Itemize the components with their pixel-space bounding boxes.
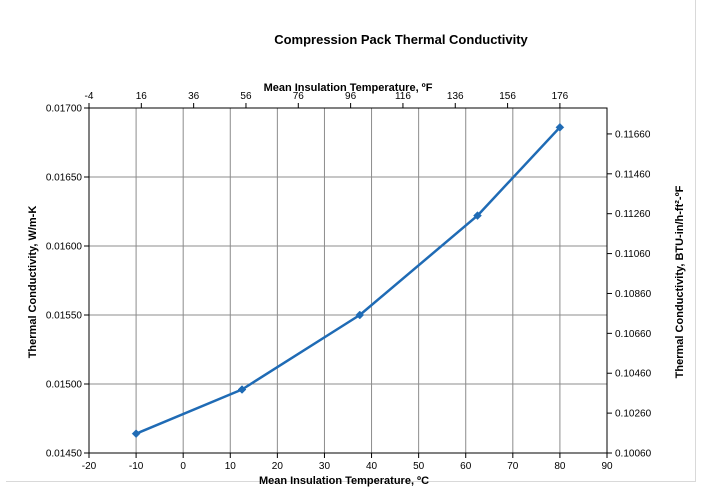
x-tick-label: 70 xyxy=(507,461,519,472)
series-line xyxy=(135,126,561,435)
y2-tick-label: 0.11460 xyxy=(615,169,651,180)
tick-labels: -20 -10 0 10 20 30 40 50 60 70 80 90 0.01450 0.01500 0… xyxy=(46,91,652,472)
chart-frame xyxy=(6,0,696,482)
x-tick-label: -10 xyxy=(129,461,144,472)
y2-tick-label: 0.11660 xyxy=(615,129,651,140)
x2-tick-label: -4 xyxy=(85,91,94,102)
y-tick-label: 0.01450 xyxy=(46,449,83,460)
axes xyxy=(84,103,612,458)
data-point xyxy=(555,122,565,132)
y2-tick-label: 0.11260 xyxy=(615,209,651,220)
x2-tick-label: 96 xyxy=(345,91,357,102)
x-tick-label: 90 xyxy=(601,461,613,472)
y-tick-label: 0.01650 xyxy=(46,173,83,184)
x2-tick-label: 56 xyxy=(240,91,252,102)
y-tick-label: 0.01550 xyxy=(46,311,83,322)
data-point xyxy=(473,211,482,220)
x-tick-label: 50 xyxy=(413,461,425,472)
data-point xyxy=(131,429,141,439)
series-group xyxy=(131,122,565,439)
y-axis-title: Thermal Conductivity, W/m-K xyxy=(27,206,39,359)
x-tick-label: 30 xyxy=(319,461,331,472)
plot-area-border xyxy=(88,107,608,454)
y-tick-label: 0.01500 xyxy=(46,380,83,391)
y2-tick-label: 0.10860 xyxy=(615,289,652,300)
y-tick-label: 0.01700 xyxy=(46,104,83,115)
x2-axis-title: Mean Insulation Temperature, ºF xyxy=(264,82,433,94)
x2-tick-label: 16 xyxy=(136,91,148,102)
x2-tick-label: 156 xyxy=(499,91,516,102)
x2-tick-label: 176 xyxy=(552,91,569,102)
x-tick-label: 10 xyxy=(225,461,237,472)
y2-tick-label: 0.10460 xyxy=(615,369,652,380)
data-point xyxy=(355,310,365,320)
y2-tick-label: 0.11060 xyxy=(615,249,651,260)
y-tick-label: 0.01600 xyxy=(46,242,83,253)
x-tick-label: -20 xyxy=(82,461,97,472)
data-point xyxy=(237,385,247,394)
chart-title: Compression Pack Thermal Conductivity xyxy=(274,32,528,47)
x2-tick-label: 36 xyxy=(188,91,200,102)
x-tick-label: 80 xyxy=(554,461,566,472)
y2-tick-label: 0.10660 xyxy=(615,329,652,340)
y2-tick-label: 0.10260 xyxy=(615,409,652,420)
y2-axis-title: Thermal Conductivity, BTU-in/h-ft²-ºF xyxy=(674,185,686,378)
y2-tick-label: 0.10060 xyxy=(615,449,652,460)
x2-tick-label: 116 xyxy=(395,91,411,102)
x2-tick-label: 76 xyxy=(293,91,305,102)
x2-tick-label: 136 xyxy=(447,91,464,102)
x-tick-label: 40 xyxy=(366,461,378,472)
x-tick-label: 0 xyxy=(180,461,186,472)
x-axis-title: Mean Insulation Temperature, ºC xyxy=(259,475,429,487)
x-tick-label: 60 xyxy=(460,461,472,472)
x-tick-label: 20 xyxy=(272,461,284,472)
